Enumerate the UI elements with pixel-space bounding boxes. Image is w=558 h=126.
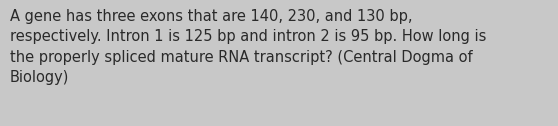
Text: A gene has three exons that are 140, 230, and 130 bp,
respectively. Intron 1 is : A gene has three exons that are 140, 230… <box>10 9 487 85</box>
